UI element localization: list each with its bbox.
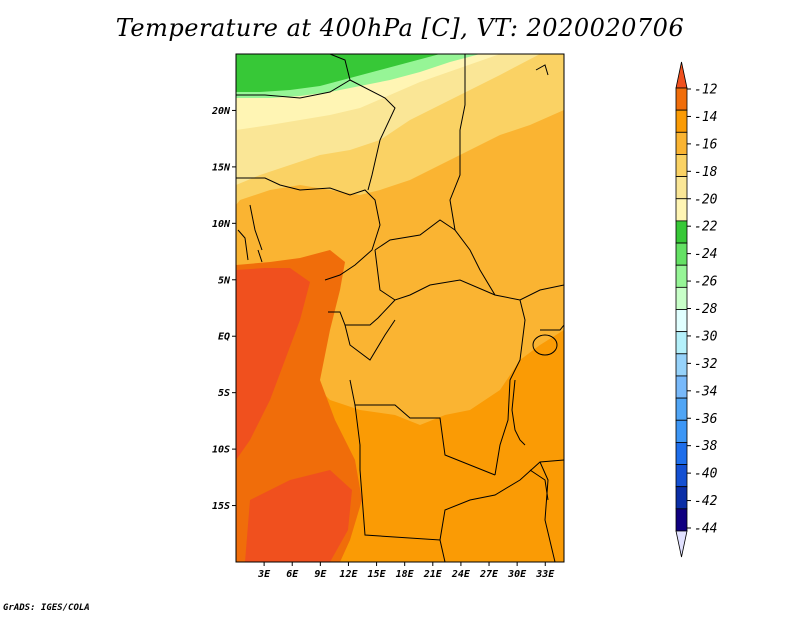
- lon-tick-label: 15E: [368, 569, 387, 580]
- lat-tick-label: 20N: [211, 106, 231, 117]
- colorbar-swatch: [675, 286, 688, 310]
- map-title: Temperature at 400hPa [C], VT: 202002070…: [115, 14, 685, 42]
- colorbar-swatch: [675, 154, 688, 177]
- colorbar-swatch: [675, 464, 688, 488]
- colorbar-swatch: [675, 508, 688, 532]
- colorbar-swatch: [675, 309, 688, 333]
- lat-tick-label: 10N: [212, 219, 231, 230]
- colorbar-label: -30: [694, 329, 718, 344]
- colorbar-label: -12: [694, 83, 718, 98]
- colorbar-swatch: [675, 419, 688, 443]
- colorbar-swatch: [675, 242, 688, 266]
- lon-tick-label: 27E: [479, 569, 499, 580]
- colorbar-swatch: [675, 176, 688, 200]
- colorbar-label: -40: [694, 467, 718, 482]
- colorbar-label: -20: [694, 192, 718, 207]
- field-band-12-south: [245, 470, 352, 562]
- colorbar-label: -18: [694, 165, 718, 180]
- field-band-24: [236, 54, 440, 92]
- colorbar-swatch: [675, 331, 688, 355]
- colorbar-swatch: [675, 375, 688, 399]
- lakes: [511, 64, 558, 501]
- lon-tick-label: 9E: [314, 569, 327, 580]
- lon-tick-label: 33E: [535, 569, 555, 580]
- lon-tick-label: 3E: [257, 569, 271, 580]
- lat-tick-label: 5N: [218, 275, 231, 286]
- colorbar-swatch: [675, 397, 688, 421]
- longitude-ticks: 3E 6E 9E 12E 15E 18E 21E 24E 27E 30E 33E: [257, 562, 555, 580]
- lon-tick-label: 24E: [451, 569, 471, 580]
- lon-tick-label: 12E: [339, 569, 358, 580]
- lon-tick-label: 18E: [396, 569, 415, 580]
- lat-tick-label: 5S: [218, 388, 230, 399]
- lon-tick-label: 30E: [507, 569, 527, 580]
- colorbar-label: -32: [694, 357, 718, 372]
- colorbar-label: -38: [694, 439, 718, 454]
- lat-tick-label: 15S: [212, 501, 230, 512]
- colorbar-swatch: [675, 109, 688, 133]
- colorbar-label: -16: [694, 137, 718, 152]
- colorbar-label: -36: [694, 412, 718, 427]
- colorbar: -12 -14 -16 -18 -20 -22 -24 -26 -28 -30 -32 -34 -36 -…: [675, 61, 718, 558]
- lat-tick-label: EQ: [218, 332, 230, 343]
- colorbar-label: -28: [694, 302, 718, 317]
- colorbar-swatch: [675, 353, 688, 377]
- field-band-12: [236, 268, 310, 460]
- colorbar-label: -34: [694, 384, 717, 399]
- map-frame: [235, 53, 565, 563]
- grads-credit: GrADS: IGES/COLA: [3, 603, 90, 613]
- latitude-ticks: 20N 15N 10N 5N EQ 5S 10S 15S: [211, 106, 236, 512]
- colorbar-swatch: [675, 441, 688, 465]
- country-borders: [236, 54, 564, 562]
- colorbar-label: -42: [694, 494, 718, 509]
- temperature-field: [236, 54, 564, 562]
- colorbar-label: -24: [694, 247, 717, 262]
- colorbar-label: -44: [694, 522, 717, 537]
- colorbar-swatch: [675, 87, 688, 111]
- colorbar-swatch: [675, 198, 688, 222]
- colorbar-label: -14: [694, 110, 717, 125]
- colorbar-swatch: [675, 220, 688, 244]
- colorbar-bottom-arrow: [675, 530, 688, 558]
- colorbar-top-arrow: [675, 61, 688, 89]
- lon-tick-label: 21E: [423, 569, 443, 580]
- colorbar-swatch: [675, 486, 688, 510]
- colorbar-swatch: [675, 264, 688, 288]
- lat-tick-label: 10S: [212, 445, 230, 456]
- lat-tick-label: 15N: [212, 162, 231, 173]
- colorbar-swatch: [675, 131, 688, 155]
- lon-tick-label: 6E: [286, 569, 299, 580]
- colorbar-label: -26: [694, 275, 718, 290]
- colorbar-label: -22: [694, 220, 718, 235]
